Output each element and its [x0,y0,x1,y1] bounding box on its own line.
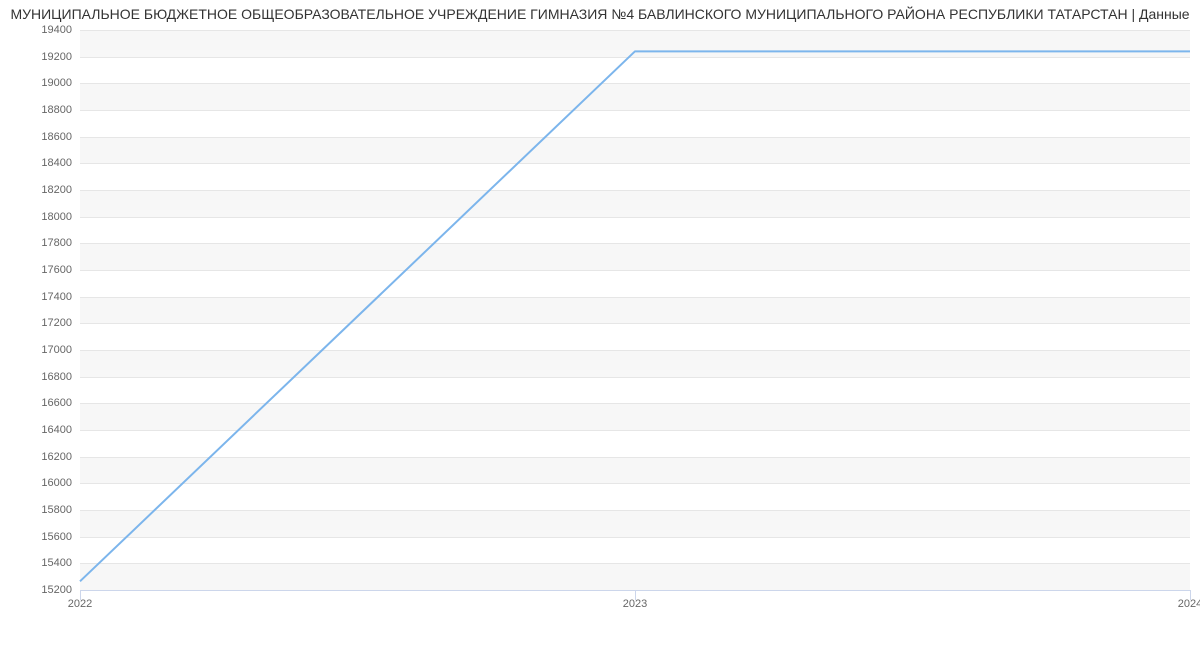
y-tick-label: 17600 [41,264,72,276]
y-tick-label: 15200 [41,584,72,596]
y-tick-label: 19400 [41,24,72,36]
plot-area: 1520015400156001580016000162001640016600… [80,30,1190,590]
y-tick-label: 15600 [41,531,72,543]
y-tick-label: 15800 [41,504,72,516]
x-tick-label: 2024 [1178,598,1200,610]
y-tick-label: 17800 [41,237,72,249]
y-tick-label: 16400 [41,424,72,436]
y-tick-label: 16200 [41,451,72,463]
chart-title: МУНИЦИПАЛЬНОЕ БЮДЖЕТНОЕ ОБЩЕОБРАЗОВАТЕЛЬ… [0,6,1200,22]
y-tick-label: 19000 [41,77,72,89]
y-tick-label: 15400 [41,557,72,569]
y-tick-label: 19200 [41,51,72,63]
data-line [80,51,1190,581]
y-tick-label: 16800 [41,371,72,383]
y-tick-label: 18200 [41,184,72,196]
y-tick-label: 18400 [41,157,72,169]
line-series [80,30,1190,590]
y-tick-label: 16000 [41,477,72,489]
y-tick-label: 18600 [41,131,72,143]
y-tick-label: 17400 [41,291,72,303]
x-tick-label: 2022 [68,598,92,610]
y-tick-label: 18800 [41,104,72,116]
y-tick-label: 17200 [41,317,72,329]
y-tick-label: 17000 [41,344,72,356]
y-tick-label: 16600 [41,397,72,409]
chart-container: МУНИЦИПАЛЬНОЕ БЮДЖЕТНОЕ ОБЩЕОБРАЗОВАТЕЛЬ… [0,0,1200,650]
x-tick-label: 2023 [623,598,647,610]
y-tick-label: 18000 [41,211,72,223]
